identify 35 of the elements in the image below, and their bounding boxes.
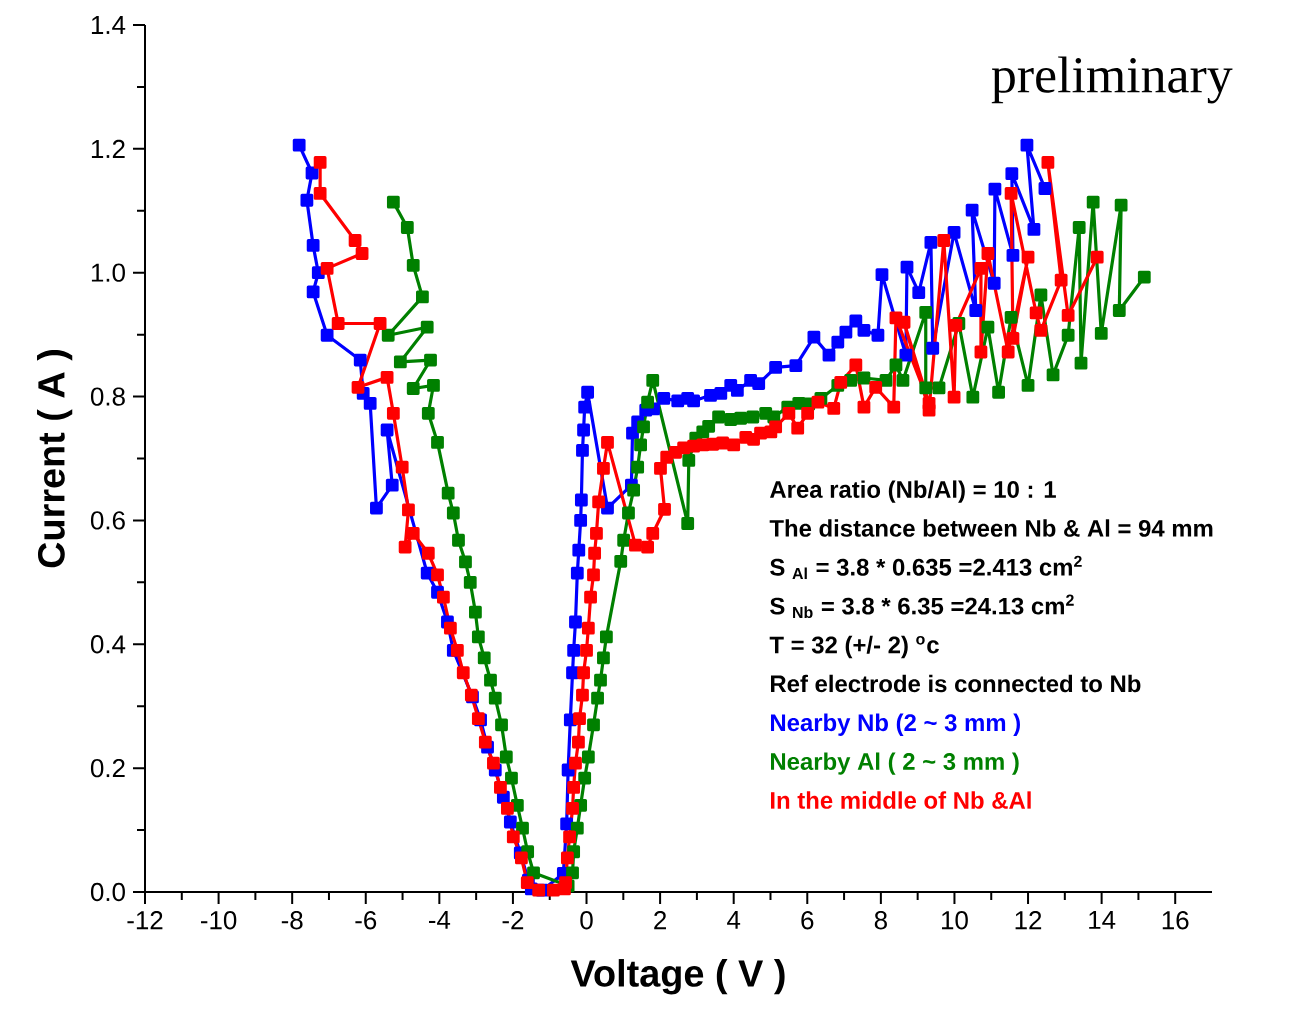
y-axis-title: Current ( A ) xyxy=(36,350,73,568)
x-tick-label: -2 xyxy=(502,911,524,930)
x-tick-label: 2 xyxy=(654,911,666,930)
text: Nearby Al ( 2 ~ 3 mm ) xyxy=(771,752,1019,775)
x-tick-label: 16 xyxy=(1162,911,1189,930)
x-tick-label: 8 xyxy=(874,911,887,930)
annotation: T = 32 (+/- 2) $^{o}$c xyxy=(769,635,939,659)
y-tick-label: 0.6 xyxy=(90,511,125,530)
annotation: S $_{Nb}$ = 3.8 * 6.35 =24.13 cm$^{2}$ xyxy=(770,594,1074,619)
x-tick-label: 4 xyxy=(727,911,741,929)
x-tick-label: -6 xyxy=(355,911,377,930)
text: Nearby Nb (2 ~ 3 mm ) xyxy=(771,713,1020,736)
x-axis-title: Voltage ( V ) xyxy=(570,959,785,995)
annotation: The distance between Nb & Al = 94 mm xyxy=(769,519,1213,537)
y-tick-label: 0.8 xyxy=(90,387,125,406)
x-tick-label: -8 xyxy=(281,911,303,930)
y-tick-label: 1.2 xyxy=(91,139,125,158)
x-tick-label: 10 xyxy=(942,911,968,930)
annotation: preliminary xyxy=(991,56,1233,104)
annotation: Ref electrode is connected to Nb xyxy=(771,674,1141,693)
x-tick-label: 6 xyxy=(801,911,814,930)
x-tick-label: -4 xyxy=(428,911,451,929)
y-tick-label: 1.4 xyxy=(91,16,126,34)
y-tick-label: 0.4 xyxy=(90,635,126,654)
y-tick-label: 0.2 xyxy=(90,758,125,778)
x-tick-label: -10 xyxy=(201,911,237,930)
x-tick-label: 0 xyxy=(580,911,593,930)
y-tick-label: 1.0 xyxy=(91,263,125,282)
annotation: S $_{Al}$ = 3.8 * 0.635 =2.413 cm$^{2}$ xyxy=(770,555,1082,580)
y-tick-label: 0.0 xyxy=(90,882,125,902)
x-tick-label: 14 xyxy=(1089,911,1116,929)
x-tick-label: -12 xyxy=(127,911,163,930)
annotation: Area ratio (Nb/Al) = 10 : 1 xyxy=(770,480,1056,503)
x-tick-label: 12 xyxy=(1015,911,1042,930)
text: In the middle of Nb &Al xyxy=(771,791,1031,809)
